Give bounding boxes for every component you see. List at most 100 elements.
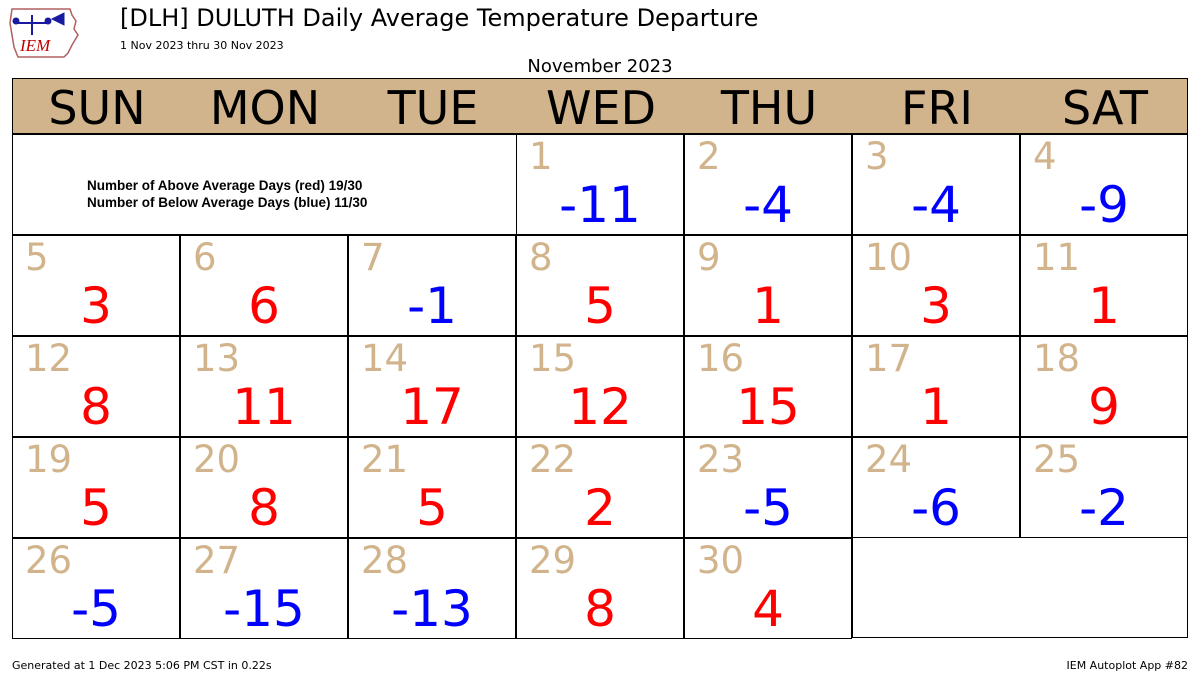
temperature-departure: 5	[80, 479, 112, 537]
temperature-departure: -9	[1079, 176, 1129, 234]
day-number: 15	[529, 337, 577, 380]
temperature-departure: 12	[568, 378, 632, 436]
day-number: 26	[25, 539, 73, 582]
temperature-departure: -2	[1079, 479, 1129, 537]
day-cell-7: 7 -1	[348, 235, 516, 336]
day-number: 21	[361, 438, 409, 481]
day-cell-22: 22 2	[516, 437, 684, 538]
weekday-mon: MON	[209, 81, 321, 135]
day-number: 14	[361, 337, 409, 380]
day-cell-10: 10 3	[852, 235, 1020, 336]
day-cell-14: 14 17	[348, 336, 516, 437]
temperature-departure: 1	[920, 378, 952, 436]
temperature-departure: 15	[736, 378, 800, 436]
day-number: 5	[25, 236, 49, 279]
day-number: 7	[361, 236, 385, 279]
day-cell-23: 23 -5	[684, 437, 852, 538]
day-cell-21: 21 5	[348, 437, 516, 538]
temperature-departure: -6	[911, 479, 961, 537]
temperature-departure: 4	[752, 580, 784, 638]
day-number: 6	[193, 236, 217, 279]
app-label: IEM Autoplot App #82	[1066, 659, 1189, 672]
day-cell-30: 30 4	[684, 538, 852, 639]
day-cell-29: 29 8	[516, 538, 684, 639]
generated-timestamp: Generated at 1 Dec 2023 5:06 PM CST in 0…	[12, 659, 272, 672]
day-number: 28	[361, 539, 409, 582]
day-cell-24: 24 -6	[852, 437, 1020, 538]
temperature-departure: -4	[911, 176, 961, 234]
day-cell-28: 28 -13	[348, 538, 516, 639]
day-cell-26: 26 -5	[12, 538, 180, 639]
day-number: 1	[529, 135, 553, 178]
temperature-departure: 1	[1088, 277, 1120, 335]
day-number: 25	[1033, 438, 1081, 481]
day-number: 8	[529, 236, 553, 279]
temperature-departure: -11	[559, 176, 641, 234]
day-cell-19: 19 5	[12, 437, 180, 538]
month-title: November 2023	[527, 56, 673, 77]
day-cell-25: 25 -2	[1020, 437, 1188, 538]
day-cell-13: 13 11	[180, 336, 348, 437]
temperature-departure: -5	[71, 580, 121, 638]
weekday-tue: TUE	[387, 81, 479, 135]
weather-station-icon	[12, 12, 65, 35]
temperature-departure: 3	[80, 277, 112, 335]
weekday-sun: SUN	[48, 81, 146, 135]
weekday-sat: SAT	[1061, 81, 1149, 135]
page-subtitle: 1 Nov 2023 thru 30 Nov 2023	[120, 39, 284, 52]
iem-logo-text: IEM	[19, 36, 51, 55]
day-cell-16: 16 15	[684, 336, 852, 437]
temperature-departure: 5	[584, 277, 616, 335]
day-number: 2	[697, 135, 721, 178]
temperature-departure: 8	[80, 378, 112, 436]
day-number: 11	[1033, 236, 1081, 279]
weekday-fri: FRI	[901, 81, 973, 135]
page-title: [DLH] DULUTH Daily Average Temperature D…	[120, 4, 759, 32]
temperature-departure: -1	[407, 277, 457, 335]
day-number: 20	[193, 438, 241, 481]
day-cell-15: 15 12	[516, 336, 684, 437]
day-cell-1: 1 -11	[516, 134, 684, 235]
day-number: 29	[529, 539, 577, 582]
temperature-departure: 3	[920, 277, 952, 335]
day-cell-18: 18 9	[1020, 336, 1188, 437]
temperature-departure: 8	[248, 479, 280, 537]
temperature-departure: 6	[248, 277, 280, 335]
weekday-header-row: SUN MON TUE WED THU FRI SAT	[12, 78, 1188, 135]
temperature-departure: 1	[752, 277, 784, 335]
day-number: 16	[697, 337, 745, 380]
temperature-departure: -13	[391, 580, 473, 638]
empty-calendar-space	[852, 537, 1188, 638]
day-number: 18	[1033, 337, 1081, 380]
day-number: 30	[697, 539, 745, 582]
above-average-count: Number of Above Average Days (red) 19/30	[87, 178, 363, 193]
temperature-departure: 8	[584, 580, 616, 638]
temperature-departure: 2	[584, 479, 616, 537]
day-cell-4: 4 -9	[1020, 134, 1188, 235]
day-number: 12	[25, 337, 73, 380]
day-cell-12: 12 8	[12, 336, 180, 437]
calendar-grid: SUN MON TUE WED THU FRI SAT Number of Above Av…	[12, 78, 1188, 639]
day-number: 17	[865, 337, 913, 380]
day-number: 13	[193, 337, 241, 380]
temperature-departure: 17	[400, 378, 464, 436]
day-number: 4	[1033, 135, 1057, 178]
day-cell-3: 3 -4	[852, 134, 1020, 235]
day-cell-17: 17 1	[852, 336, 1020, 437]
temperature-departure: -4	[743, 176, 793, 234]
day-cell-2: 2 -4	[684, 134, 852, 235]
summary-box: Number of Above Average Days (red) 19/30…	[12, 134, 517, 235]
temperature-departure: -15	[223, 580, 305, 638]
day-cell-27: 27 -15	[180, 538, 348, 639]
day-number: 10	[865, 236, 913, 279]
day-number: 27	[193, 539, 241, 582]
day-cell-11: 11 1	[1020, 235, 1188, 336]
day-number: 9	[697, 236, 721, 279]
temperature-departure: 11	[232, 378, 296, 436]
temperature-departure: 5	[416, 479, 448, 537]
temperature-departure: -5	[743, 479, 793, 537]
